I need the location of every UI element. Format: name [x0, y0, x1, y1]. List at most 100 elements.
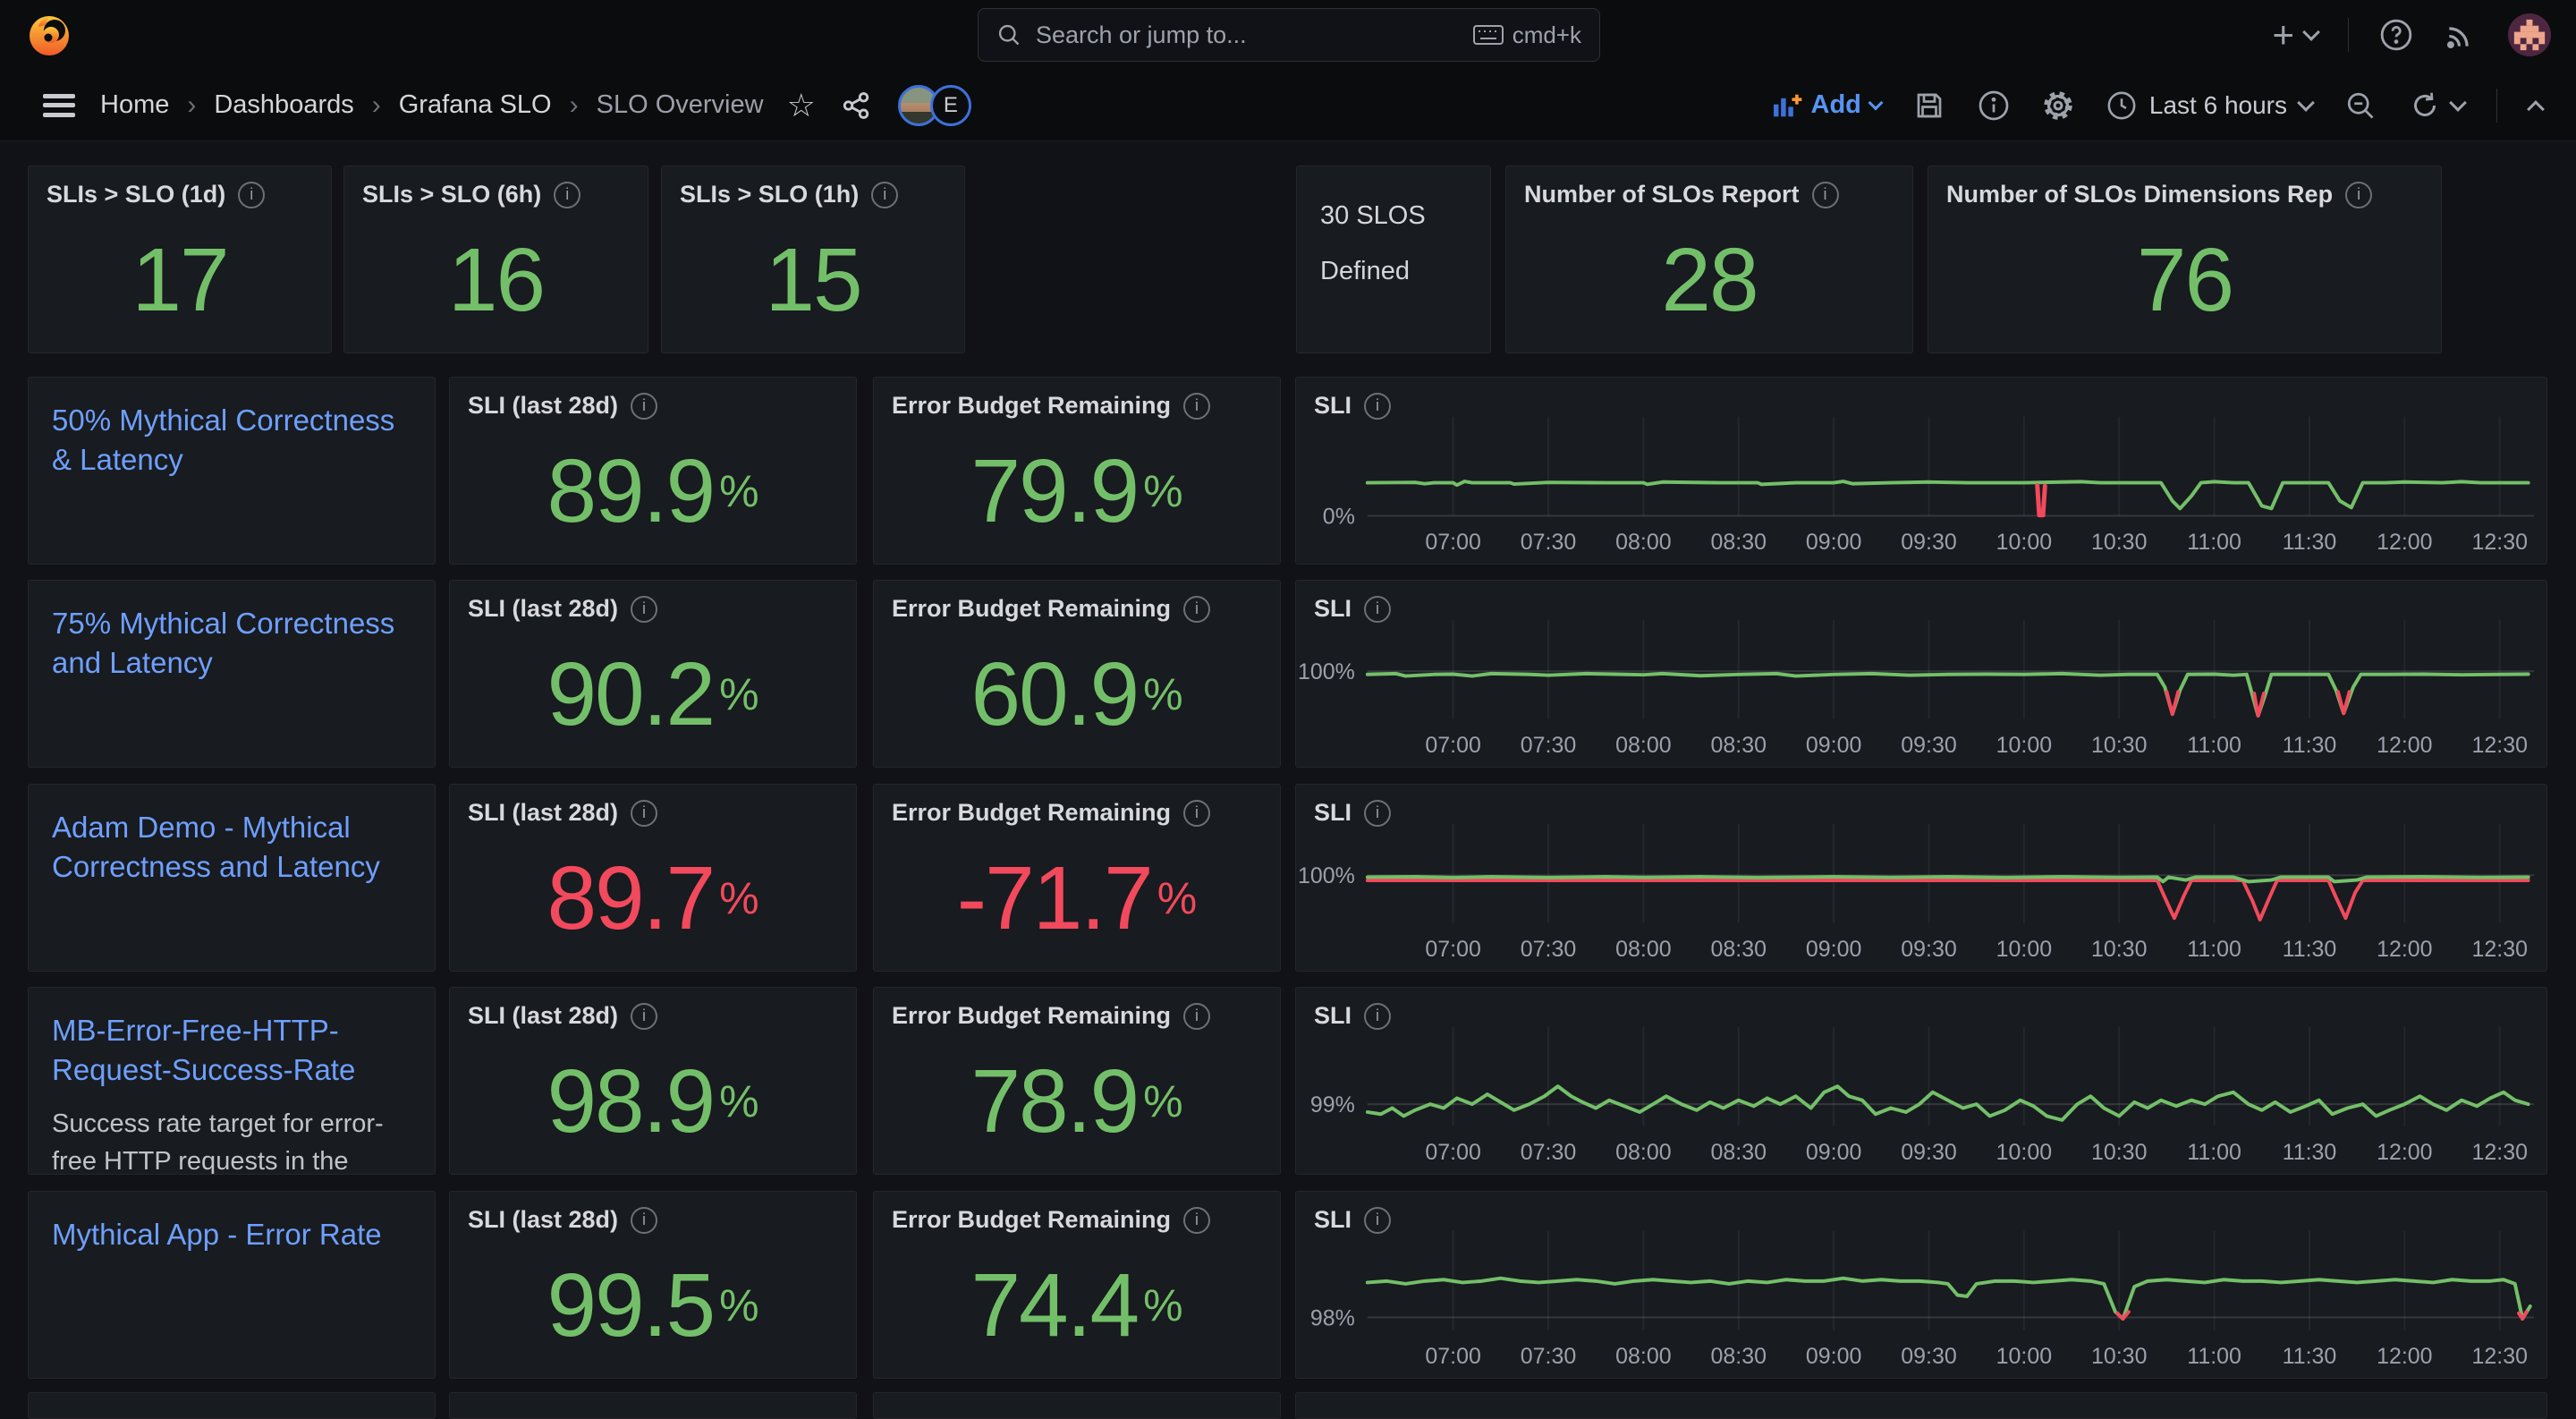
svg-text:12:00: 12:00 [2377, 1344, 2432, 1369]
dashboard-settings-button[interactable] [2042, 89, 2074, 122]
svg-text:09:30: 09:30 [1901, 530, 1956, 555]
svg-text:09:30: 09:30 [1901, 733, 1956, 758]
info-icon[interactable] [631, 595, 658, 623]
ebr-unit: % [1143, 466, 1183, 516]
panel-title: Error Budget Remaining [892, 595, 1172, 622]
new-button[interactable]: + [2272, 16, 2320, 54]
info-icon[interactable] [631, 1002, 658, 1030]
sli-timeseries-chart[interactable]: 07:00 07:30 08:00 08:30 09:00 09:30 10:00 10:30… [1296, 378, 2546, 564]
breadcrumb-home[interactable]: Home [100, 90, 170, 119]
add-panel-button[interactable]: Add [1772, 90, 1884, 120]
svg-text:10:30: 10:30 [2091, 530, 2147, 555]
share-button[interactable] [841, 90, 871, 121]
news-button[interactable] [2444, 18, 2478, 52]
svg-text:07:30: 07:30 [1521, 733, 1576, 758]
collapse-toolbar-button[interactable] [2527, 99, 2545, 118]
save-icon [1917, 93, 1942, 117]
info-icon[interactable] [871, 181, 899, 208]
search-input[interactable] [1036, 21, 1459, 49]
info-icon[interactable] [554, 181, 581, 208]
svg-text:11:30: 11:30 [2283, 1344, 2337, 1369]
search-bar[interactable]: cmd+k [978, 8, 1600, 62]
help-icon [2380, 19, 2412, 51]
slo-link[interactable]: 50% Mythical Correctness & Latency [52, 404, 395, 476]
slo-link[interactable]: MB-Error-Free-HTTP-Request-Success-Rate [52, 1014, 356, 1086]
user-avatar[interactable] [2508, 13, 2551, 56]
sli-chart-panel: SLI 07:00 07:30 08:00 08:30 09:00 09:30 10:00 1… [1295, 580, 2547, 768]
info-icon[interactable] [238, 181, 266, 208]
svg-text:10:00: 10:00 [1996, 1344, 2052, 1369]
ebr-unit: % [1143, 669, 1183, 719]
sli-timeseries-chart[interactable]: 07:00 07:30 08:00 08:30 09:00 09:30 10:00 10:30… [1296, 785, 2546, 971]
breadcrumb-separator [570, 90, 579, 121]
slo-name-panel: 50% Mythical Correctness & Latency [28, 377, 436, 565]
info-icon[interactable] [1183, 595, 1211, 623]
breadcrumb-dashboards[interactable]: Dashboards [214, 90, 354, 119]
info-icon[interactable] [631, 799, 658, 827]
chevron-down-icon [1868, 95, 1884, 110]
svg-text:08:30: 08:30 [1711, 530, 1767, 555]
help-button[interactable] [2379, 18, 2413, 52]
dashboard-toolbar: Home Dashboards Grafana SLO SLO Overview… [0, 70, 2576, 141]
info-icon[interactable] [1364, 392, 1392, 420]
info-icon[interactable] [1364, 595, 1392, 623]
time-range-picker[interactable]: Last 6 hours [2106, 90, 2315, 121]
share-icon [843, 91, 869, 119]
dashboard-info-button[interactable] [1978, 89, 2010, 122]
refresh-button[interactable] [2409, 89, 2467, 122]
info-icon[interactable] [1183, 1002, 1211, 1030]
slo-name-panel: Mythical App - Error Rate [28, 1191, 436, 1379]
sli-chart-panel: SLI 07:00 07:30 08:00 08:30 09:00 09:30 10:00 1… [1295, 1191, 2547, 1379]
sli-timeseries-chart[interactable]: 07:00 07:30 08:00 08:30 09:00 09:30 10:00 10:30… [1296, 1192, 2546, 1378]
grafana-logo[interactable] [0, 11, 98, 59]
stat-value: 15 [765, 229, 862, 330]
svg-text:09:00: 09:00 [1806, 733, 1861, 758]
save-dashboard-button[interactable] [1913, 89, 1945, 122]
svg-text:09:00: 09:00 [1806, 1140, 1861, 1165]
panel-title: SLI [1314, 1206, 1352, 1233]
info-icon[interactable] [2345, 181, 2373, 208]
pixel-avatar-icon [2508, 13, 2551, 56]
ebr-unit: % [1157, 873, 1198, 923]
breadcrumb-current: SLO Overview [596, 90, 764, 119]
slo-link[interactable]: Mythical App - Error Rate [52, 1218, 382, 1251]
svg-text:11:30: 11:30 [2283, 937, 2337, 962]
info-icon[interactable] [631, 1206, 658, 1234]
zoom-out-button[interactable] [2344, 89, 2377, 122]
zoom-out-icon [2347, 92, 2374, 118]
svg-text:11:30: 11:30 [2283, 530, 2337, 555]
svg-text:09:00: 09:00 [1806, 1344, 1861, 1369]
info-icon[interactable] [1364, 799, 1392, 827]
svg-text:07:30: 07:30 [1521, 530, 1576, 555]
stat-panel-slo-1h: SLIs > SLO (1h) 15 [661, 166, 965, 353]
svg-text:07:00: 07:00 [1425, 1344, 1480, 1369]
slo-link[interactable]: 75% Mythical Correctness and Latency [52, 607, 395, 679]
sli-unit: % [719, 669, 759, 719]
ebr-unit: % [1143, 1076, 1183, 1126]
favorite-star-button[interactable] [787, 87, 816, 124]
svg-text:11:30: 11:30 [2283, 733, 2337, 758]
ebr-value: 60.9 [970, 643, 1140, 744]
sli-timeseries-chart[interactable]: 07:00 07:30 08:00 08:30 09:00 09:30 10:00 10:30… [1296, 988, 2546, 1174]
info-icon[interactable] [1183, 1206, 1211, 1234]
svg-text:12:30: 12:30 [2471, 1140, 2527, 1165]
menu-toggle[interactable] [43, 93, 75, 117]
svg-text:12:30: 12:30 [2471, 937, 2527, 962]
info-icon[interactable] [1364, 1002, 1392, 1030]
svg-text:12:00: 12:00 [2377, 530, 2432, 555]
info-icon[interactable] [1183, 799, 1211, 827]
viewer-avatar-badge[interactable]: E [929, 84, 971, 126]
svg-text:12:00: 12:00 [2377, 1140, 2432, 1165]
info-icon[interactable] [631, 392, 658, 420]
sli-timeseries-chart[interactable]: 07:00 07:30 08:00 08:30 09:00 09:30 10:00 10:30… [1296, 581, 2546, 767]
info-icon[interactable] [1183, 392, 1211, 420]
breadcrumb-folder[interactable]: Grafana SLO [398, 90, 552, 119]
info-icon[interactable] [1364, 1206, 1392, 1234]
sli-unit: % [719, 1076, 759, 1126]
sli-value: 90.2 [547, 643, 716, 744]
defined-line1: 30 SLOS [1320, 201, 1426, 230]
info-icon[interactable] [1811, 181, 1839, 208]
svg-text:07:00: 07:00 [1425, 937, 1480, 962]
svg-text:10:00: 10:00 [1996, 1140, 2052, 1165]
slo-link[interactable]: Adam Demo - Mythical Correctness and Lat… [52, 811, 380, 883]
